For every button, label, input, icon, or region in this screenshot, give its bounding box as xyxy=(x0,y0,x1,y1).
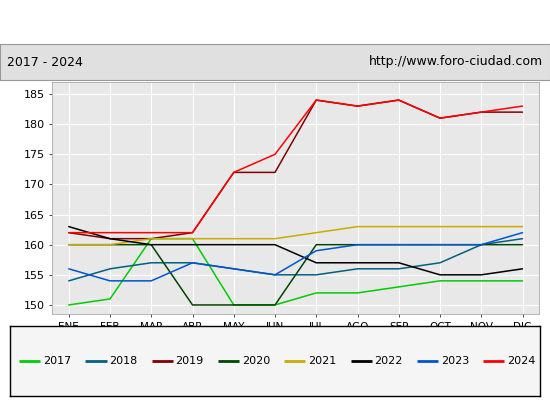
Text: 2019: 2019 xyxy=(175,356,204,366)
Text: 2020: 2020 xyxy=(242,356,270,366)
Text: 2018: 2018 xyxy=(109,356,138,366)
Text: 2024: 2024 xyxy=(507,356,535,366)
Text: Evolucion num de emigrantes en Santiago Millas: Evolucion num de emigrantes en Santiago … xyxy=(89,14,461,28)
Text: 2023: 2023 xyxy=(441,356,469,366)
Text: 2017: 2017 xyxy=(43,356,72,366)
Text: 2021: 2021 xyxy=(308,356,337,366)
Text: 2017 - 2024: 2017 - 2024 xyxy=(7,56,82,68)
Text: http://www.foro-ciudad.com: http://www.foro-ciudad.com xyxy=(369,56,543,68)
Text: 2022: 2022 xyxy=(375,356,403,366)
